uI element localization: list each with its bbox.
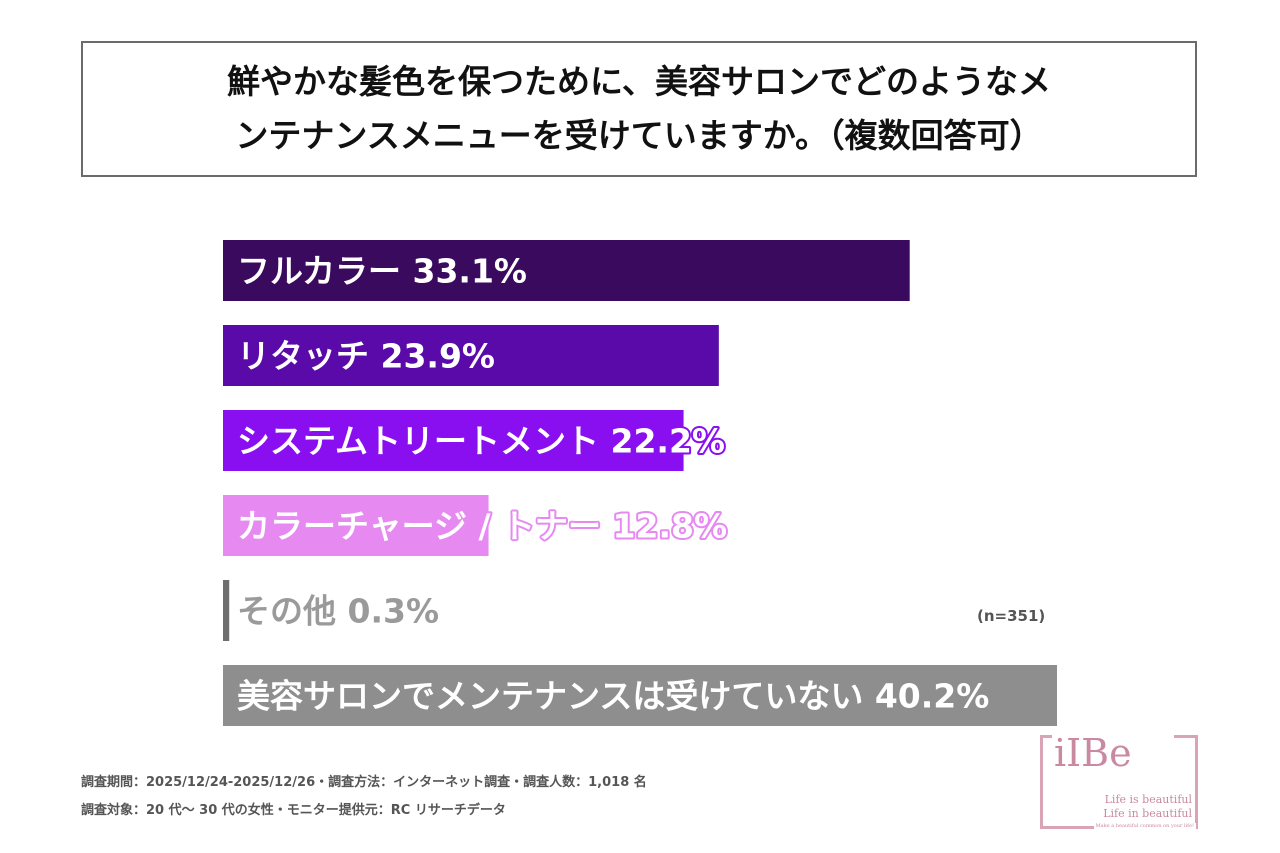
bar-label-2: リタッチ 23.9% xyxy=(237,337,495,376)
logo-tagline-1: Life is beautiful xyxy=(1104,793,1192,806)
bar-label-6: 美容サロンでメンテナンスは受けていない 40.2% xyxy=(237,677,989,716)
chart-title-box: 鮮やかな髪色を保つために、美容サロンでどのようなメ ンテナンスメニューを受けてい… xyxy=(81,41,1197,177)
bar-2 xyxy=(223,325,719,386)
logo-wordmark: iIBe xyxy=(1054,731,1132,775)
survey-note-target: 調査対象：20 代〜 30 代の女性・モニター提供元：RC リサーチデータ xyxy=(81,803,506,818)
bar-label-1: フルカラー 33.1% xyxy=(237,252,527,291)
chart-title-line-1: 鮮やかな髪色を保つために、美容サロンでどのようなメ xyxy=(226,62,1051,101)
chart-title-line-2: ンテナンスメニューを受けていますか。（複数回答可） xyxy=(235,116,1043,155)
bar-label-4: カラーチャージ / トナー 12.8% xyxy=(237,507,727,546)
bar-label-5: その他 0.3% xyxy=(237,592,439,631)
survey-notes: 調査期間：2025/12/24-2025/12/26・調査方法：インターネット調… xyxy=(81,769,647,825)
survey-note-period: 調査期間：2025/12/24-2025/12/26・調査方法：インターネット調… xyxy=(81,775,647,790)
bar-label-3: システムトリートメント 22.2% xyxy=(237,422,725,461)
bar-4 xyxy=(223,495,489,556)
bar-6 xyxy=(223,665,1057,726)
bar-1 xyxy=(223,240,910,301)
logo-motto: Make a beautiful common on your life! xyxy=(1093,823,1196,829)
brand-logo: iIBe Life is beautiful Life in beautiful… xyxy=(1040,731,1200,831)
bar-5 xyxy=(223,580,230,641)
bar-3 xyxy=(223,410,684,471)
logo-tagline-2: Life in beautiful xyxy=(1103,807,1192,820)
sample-size-label: (n=351) xyxy=(977,607,1046,625)
